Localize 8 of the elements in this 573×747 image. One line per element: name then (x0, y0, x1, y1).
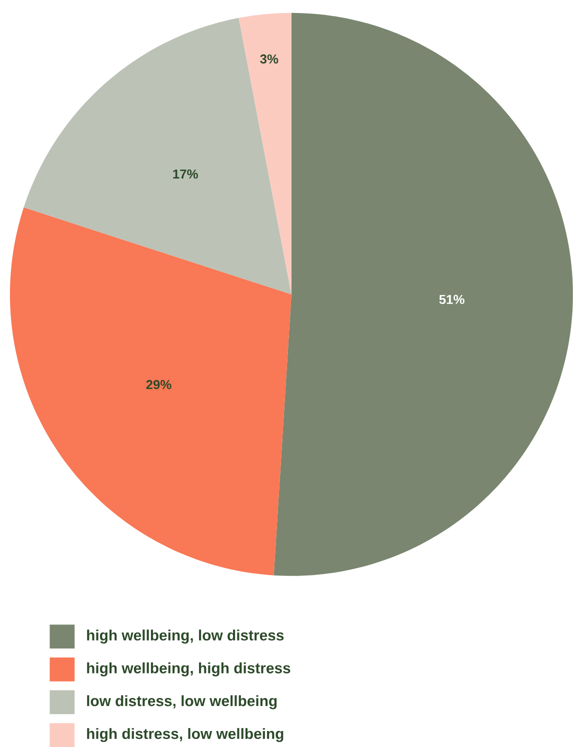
legend-label: low distress, low wellbeing (87, 695, 277, 710)
legend-label: high wellbeing, high distress (87, 662, 290, 676)
data-label: 51% (439, 294, 464, 304)
data-label: 17% (173, 170, 198, 179)
data-label: 29% (146, 380, 172, 390)
data-label: 3% (260, 54, 278, 64)
legend-label: high wellbeing, low distress (87, 630, 284, 644)
legend-label: high distress, low wellbeing (87, 728, 284, 742)
